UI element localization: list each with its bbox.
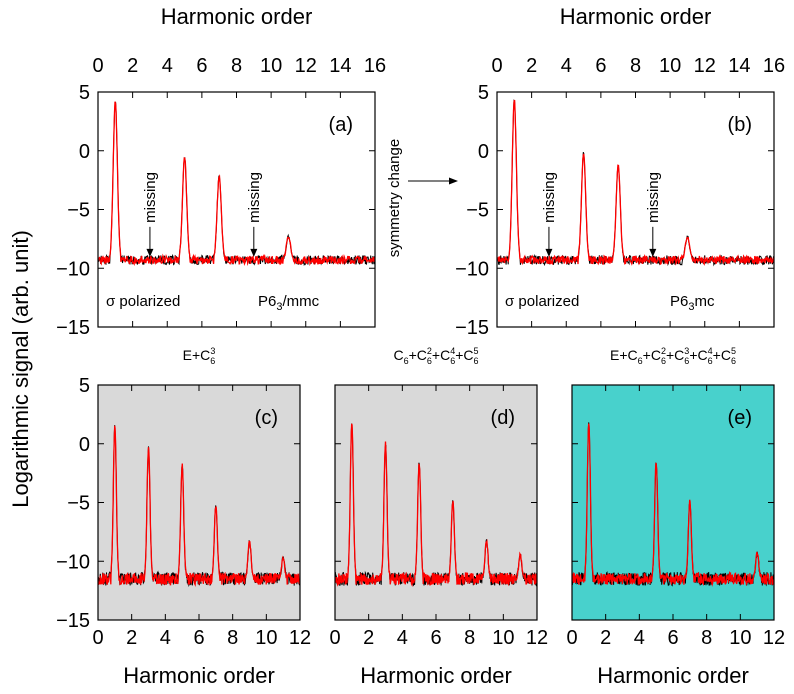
panel-b-trace-red [497,99,774,266]
x-tick-label: 10 [260,55,282,77]
panel-d: 0 2 4 6 8 10 12 Harmonic order (d) C6+C62+C64+C65 [329,346,548,688]
x-tick-label: 6 [430,627,441,649]
y-tick-label: 5 [79,82,90,104]
symmetry-change-label: symmetry change [386,139,403,257]
x-tick-label: 6 [667,627,678,649]
missing-label: missing [142,172,159,223]
x-tick-label: 8 [701,627,712,649]
x-tick-label: 2 [363,627,374,649]
x-tick-label: 12 [694,55,716,77]
x-tick-label: 16 [364,55,386,77]
x-axis-title: Harmonic order [597,663,749,688]
missing-label: missing [246,172,263,223]
x-axis-title: Harmonic order [360,663,512,688]
panel-label: (e) [728,407,752,429]
missing-arrowhead [250,248,258,257]
y-tick-label: 0 [79,141,90,163]
x-tick-label: 4 [397,627,408,649]
x-tick-label: 12 [763,627,785,649]
y-tick-label: 5 [478,82,489,104]
x-tick-label: 0 [566,627,577,649]
panel-c-trace-red [98,425,300,587]
panel-e-trace-red [572,423,774,587]
y-tick-label: −15 [56,610,90,632]
x-tick-label: 0 [491,55,502,77]
x-tick-label: 2 [600,627,611,649]
missing-arrowhead [545,248,553,257]
x-tick-label: 10 [492,627,514,649]
y-tick-label: 5 [79,375,90,397]
y-axis-title: Logarithmic signal (arb. unit) [8,230,33,508]
x-tick-label: 16 [763,55,785,77]
missing-arrowhead [146,248,154,257]
x-tick-label: 4 [561,55,572,77]
panel-title: E+C63 [183,346,216,366]
missing-label: missing [645,172,662,223]
panel-d-trace-red [335,423,537,588]
x-tick-label: 2 [526,55,537,77]
y-tick-label: −10 [455,258,489,280]
x-tick-label: 6 [595,55,606,77]
y-tick-label: 0 [79,434,90,456]
x-tick-label: 12 [526,627,548,649]
y-tick-label: −5 [466,200,489,222]
x-tick-label: 8 [231,55,242,77]
x-tick-label: 10 [255,627,277,649]
x-axis-title: Harmonic order [560,4,712,29]
x-tick-label: 12 [289,627,311,649]
polarization-label: σ polarized [505,293,579,310]
x-tick-label: 0 [92,627,103,649]
y-tick-label: −15 [455,317,489,339]
panel-label: (b) [728,114,752,136]
panel-label: (a) [329,114,353,136]
panel-title: C6+C62+C64+C65 [393,346,478,366]
x-tick-label: 14 [728,55,750,77]
x-tick-label: 6 [196,55,207,77]
space-group-label: P63/mmc [258,293,320,313]
y-tick-label: −10 [56,551,90,573]
x-tick-label: 12 [295,55,317,77]
y-tick-label: −5 [67,493,90,515]
missing-arrowhead [649,248,657,257]
x-tick-label: 8 [227,627,238,649]
missing-label: missing [541,172,558,223]
x-tick-label: 2 [126,627,137,649]
x-axis-title: Harmonic order [161,4,313,29]
symmetry-change-annotation: symmetry change [386,139,458,257]
space-group-label: P63mc [670,293,715,313]
panel-title: E+C6+C62+C63+C64+C65 [610,346,736,366]
panel-label: (d) [491,407,515,429]
x-tick-label: 0 [92,55,103,77]
y-tick-label: −15 [56,317,90,339]
x-tick-label: 14 [329,55,351,77]
x-tick-label: 4 [634,627,645,649]
x-axis-title: Harmonic order [123,663,275,688]
x-tick-label: 2 [127,55,138,77]
x-tick-label: 10 [729,627,751,649]
y-tick-label: −5 [67,200,90,222]
x-tick-label: 4 [160,627,171,649]
x-tick-label: 0 [329,627,340,649]
panel-c: −15 −10 −5 0 5 0 2 4 6 8 10 12 Harmonic order (c) E+C6… [56,346,311,688]
x-tick-label: 8 [464,627,475,649]
panel-label: (c) [255,407,278,429]
panel-a-trace-red [98,101,375,267]
x-tick-label: 8 [630,55,641,77]
x-tick-label: 10 [659,55,681,77]
polarization-label: σ polarized [106,293,180,310]
panel-e: 0 2 4 6 8 10 12 Harmonic order (e) E+C6+C62+C63+C… [566,346,785,688]
y-tick-label: −10 [56,258,90,280]
symmetry-change-arrowhead [449,177,458,185]
x-tick-label: 4 [162,55,173,77]
x-tick-label: 6 [193,627,204,649]
y-tick-label: 0 [478,141,489,163]
